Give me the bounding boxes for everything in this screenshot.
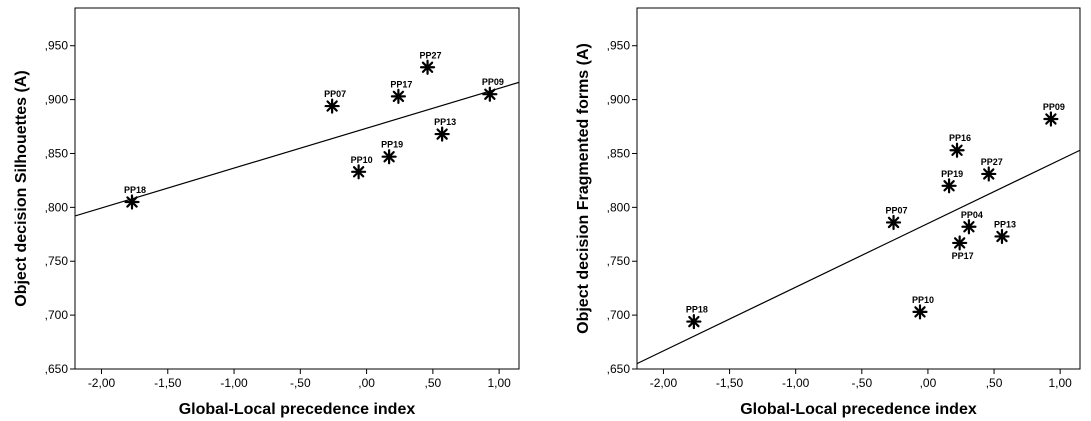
x-tick-label: ,00 <box>358 376 375 390</box>
y-tick-label: ,650 <box>607 362 631 376</box>
data-point <box>434 126 450 142</box>
point-label: PP13 <box>434 117 456 127</box>
point-label: PP04 <box>961 210 983 220</box>
point-label: PP17 <box>952 251 974 261</box>
y-tick-label: ,800 <box>607 200 631 214</box>
data-point <box>1043 111 1059 127</box>
point-label: PP13 <box>994 219 1016 229</box>
plot-frame <box>74 7 520 370</box>
point-label: PP19 <box>381 140 403 150</box>
y-tick-label: ,950 <box>45 39 69 53</box>
scatter-chart-fragmented-forms: -2,00 -1,50 -1,00 -,50 ,00 ,50 1,00 ,650 ,700 ,75… <box>562 0 1091 421</box>
scatter-chart-silhouettes: -2,00 -1,50 -1,00 -,50 ,00 ,50 1,00 ,650 ,700 ,75… <box>0 0 529 421</box>
x-tick-label: ,00 <box>920 376 937 390</box>
y-tick-label: ,750 <box>607 254 631 268</box>
data-point <box>994 228 1010 245</box>
point-label: PP10 <box>912 295 934 305</box>
y-tick-label: ,800 <box>45 200 69 214</box>
point-label: PP18 <box>686 305 708 315</box>
point-label: PP27 <box>420 50 442 60</box>
y-tick-label: ,650 <box>45 362 69 376</box>
x-tick-label: -,50 <box>851 376 872 390</box>
data-point <box>686 313 702 330</box>
point-label: PP16 <box>949 133 971 143</box>
x-tick-label: -1,50 <box>716 376 744 390</box>
data-point <box>885 214 902 231</box>
y-tick-label: ,850 <box>45 146 69 160</box>
data-point <box>912 304 928 320</box>
data-point <box>941 178 957 194</box>
x-tick-label: -1,50 <box>154 376 182 390</box>
x-tick-label: -,50 <box>290 376 311 390</box>
point-label: PP07 <box>324 89 346 99</box>
data-point <box>124 194 140 210</box>
point-label: PP18 <box>124 185 146 195</box>
point-label: PP17 <box>390 79 412 89</box>
y-tick-label: ,750 <box>45 254 69 268</box>
y-tick-label: ,950 <box>607 39 631 53</box>
y-tick-label: ,850 <box>607 146 631 160</box>
y-axis-title: Object decision Fragmented forms (A) <box>575 43 592 334</box>
x-tick-label: -1,00 <box>782 376 810 390</box>
data-point <box>390 88 406 104</box>
y-axis-title: Object decision Silhouettes (A) <box>13 70 30 306</box>
x-axis-title: Global-Local precedence index <box>740 401 977 418</box>
chart-svg: -2,00 -1,50 -1,00 -,50 ,00 ,50 1,00 ,650 ,700 ,75… <box>575 7 1081 418</box>
point-label: PP27 <box>981 157 1003 167</box>
data-point <box>381 149 397 165</box>
y-tick-label: ,700 <box>45 308 69 322</box>
data-point <box>482 86 498 102</box>
x-tick-label: 1,00 <box>1048 376 1072 390</box>
point-label: PP10 <box>351 155 373 165</box>
data-point <box>324 98 340 114</box>
data-point <box>961 219 977 235</box>
x-tick-label: ,50 <box>986 376 1003 390</box>
x-axis-title: Global-Local precedence index <box>179 401 416 418</box>
x-tick-label: -2,00 <box>650 376 678 390</box>
chart-svg: -2,00 -1,50 -1,00 -,50 ,00 ,50 1,00 ,650 ,700 ,75… <box>13 7 520 418</box>
data-point <box>351 164 367 180</box>
y-tick-label: ,700 <box>607 308 631 322</box>
x-tick-label: 1,00 <box>487 376 511 390</box>
data-point <box>949 142 965 158</box>
regression-line <box>637 149 1080 365</box>
data-point <box>981 166 997 182</box>
x-tick-label: -2,00 <box>88 376 116 390</box>
point-label: PP09 <box>482 77 504 87</box>
plot-frame <box>636 7 1081 370</box>
y-tick-label: ,900 <box>607 93 631 107</box>
regression-line <box>75 81 519 217</box>
x-tick-label: -1,00 <box>220 376 248 390</box>
x-tick-label: ,50 <box>425 376 442 390</box>
point-label: PP07 <box>886 205 908 215</box>
data-point <box>952 235 968 251</box>
y-tick-label: ,900 <box>45 93 69 107</box>
point-label: PP09 <box>1043 102 1065 112</box>
point-label: PP19 <box>941 169 963 179</box>
data-point <box>419 59 436 75</box>
